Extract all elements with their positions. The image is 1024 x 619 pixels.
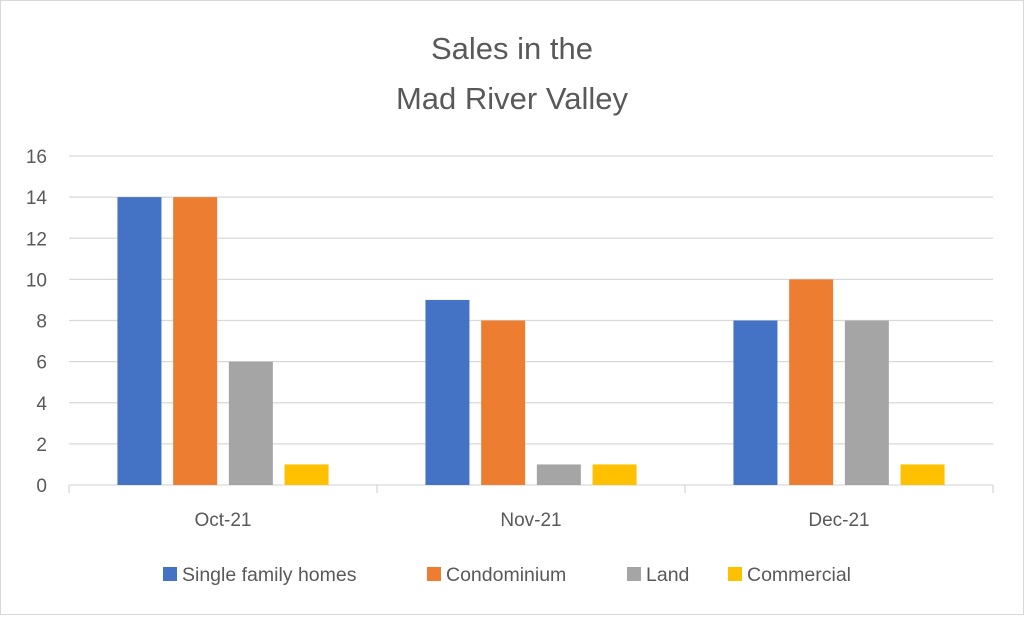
legend-label: Commercial (747, 564, 851, 586)
bar-condominium-dec-21 (789, 279, 834, 485)
bar-commercial-nov-21 (592, 464, 637, 485)
y-tick-label: 16 (26, 147, 47, 168)
y-tick-label: 14 (26, 188, 48, 209)
y-tick-label: 2 (36, 435, 47, 456)
legend-swatch (163, 567, 177, 581)
bar-single-family-homes-oct-21 (117, 197, 162, 485)
y-tick-label: 8 (36, 312, 47, 333)
x-tick-label: Dec-21 (808, 510, 869, 531)
bar-land-dec-21 (844, 320, 889, 485)
legend-label: Single family homes (182, 564, 357, 586)
x-tick-label: Oct-21 (194, 510, 251, 531)
bar-commercial-oct-21 (284, 464, 329, 485)
y-tick-label: 6 (36, 353, 47, 374)
y-tick-label: 12 (26, 229, 47, 250)
chart-title-line-2: Mad River Valley (396, 81, 629, 116)
legend-swatch (627, 567, 641, 581)
y-tick-label: 0 (36, 476, 47, 497)
x-tick-label: Nov-21 (500, 510, 561, 531)
legend-label: Condominium (446, 564, 566, 586)
bar-condominium-nov-21 (481, 320, 526, 485)
legend-swatch (427, 567, 441, 581)
legend-label: Land (646, 564, 689, 586)
bar-land-oct-21 (228, 361, 273, 485)
bar-commercial-dec-21 (900, 464, 945, 485)
bar-land-nov-21 (536, 464, 581, 485)
bar-single-family-homes-dec-21 (733, 320, 778, 485)
chart-title-line-1: Sales in the (431, 31, 593, 66)
bar-single-family-homes-nov-21 (425, 299, 470, 485)
y-tick-label: 4 (36, 394, 47, 415)
y-tick-label: 10 (26, 270, 47, 291)
bar-condominium-oct-21 (173, 197, 218, 485)
legend-swatch (728, 567, 742, 581)
